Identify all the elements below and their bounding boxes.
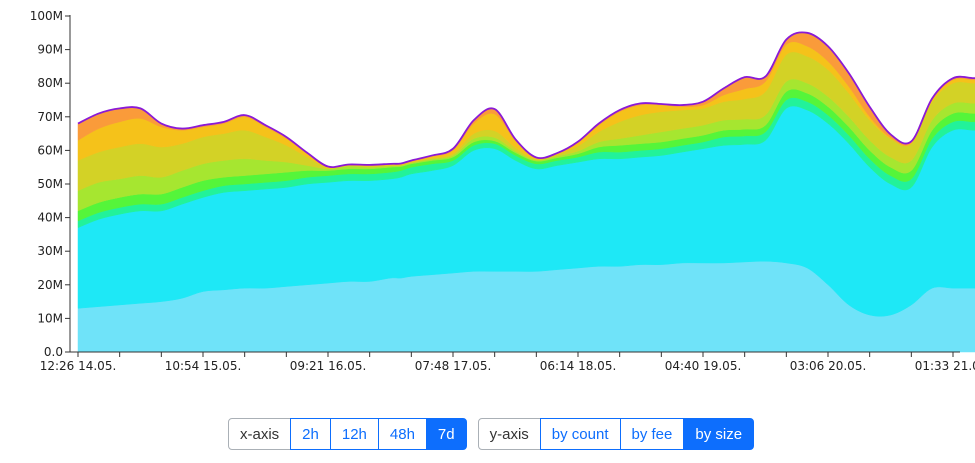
y-tick-label: 10M	[37, 311, 63, 325]
y-tick-label: 40M	[37, 211, 63, 225]
y-axis-by-count-button[interactable]: by count	[539, 418, 621, 450]
x-tick-label: 04:40 19.05.	[665, 359, 742, 373]
y-axis-button-group: y-axis by count by fee by size	[477, 418, 755, 450]
chart-controls: x-axis 2h 12h 48h 7d y-axis by count by fee b…	[228, 418, 755, 450]
y-tick-label: 80M	[37, 76, 63, 90]
y-tick-label: 0.0	[44, 345, 63, 359]
x-tick-label: 01:33 21.05.	[915, 359, 975, 373]
y-tick-label: 100M	[30, 9, 63, 23]
y-axis-by-fee-button[interactable]: by fee	[619, 418, 685, 450]
x-tick-label: 03:06 20.05.	[790, 359, 867, 373]
x-tick-label: 12:26 14.05.	[40, 359, 117, 373]
y-tick-label: 20M	[37, 278, 63, 292]
y-tick-label: 90M	[37, 43, 63, 57]
x-tick-label: 09:21 16.05.	[290, 359, 367, 373]
y-axis-label: y-axis	[477, 418, 541, 450]
x-tick-label: 10:54 15.05.	[165, 359, 242, 373]
stacked-areas	[77, 32, 975, 353]
y-tick-label: 70M	[37, 110, 63, 124]
x-axis-2h-button[interactable]: 2h	[290, 418, 331, 450]
mempool-size-chart: 0.0 10M 20M 30M 40M 50M 60M 70M 80M 90M 100M 12:26…	[30, 9, 975, 373]
x-tick-label: 06:14 18.05.	[540, 359, 617, 373]
x-axis: 12:26 14.05. 10:54 15.05. 09:21 16.05. 07:4…	[40, 351, 975, 373]
y-axis: 0.0 10M 20M 30M 40M 50M 60M 70M 80M 90M 100M	[30, 9, 71, 359]
x-axis-label: x-axis	[228, 418, 292, 450]
y-tick-label: 30M	[37, 244, 63, 258]
y-tick-label: 50M	[37, 177, 63, 191]
x-axis-button-group: x-axis 2h 12h 48h 7d	[228, 418, 467, 450]
total-outline	[77, 31, 975, 168]
x-axis-7d-button[interactable]: 7d	[425, 418, 467, 450]
y-tick-label: 60M	[37, 143, 63, 157]
x-axis-12h-button[interactable]: 12h	[329, 418, 379, 450]
y-axis-by-size-button[interactable]: by size	[683, 418, 755, 450]
x-tick-label: 07:48 17.05.	[415, 359, 492, 373]
x-axis-48h-button[interactable]: 48h	[377, 418, 427, 450]
